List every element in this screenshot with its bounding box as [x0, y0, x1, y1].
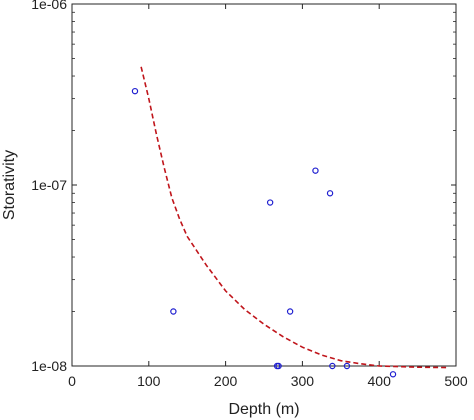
data-point	[326, 190, 334, 197]
x-tick-label: 500	[444, 373, 468, 389]
x-tick-label: 200	[214, 373, 238, 389]
y-tick-label: 1e-08	[31, 358, 67, 374]
y-tick-label: 1e-06	[31, 0, 67, 12]
data-point	[389, 371, 397, 378]
plot-area	[71, 3, 457, 367]
y-axis-title: Storativity	[1, 150, 18, 220]
data-point	[286, 308, 294, 315]
y-tick-label: 1e-07	[31, 177, 67, 193]
x-ticks	[71, 4, 457, 366]
y-tick-labels: 1e-08 1e-07 1e-06	[31, 0, 67, 374]
data-point	[343, 362, 351, 370]
data-point	[275, 362, 282, 370]
series-layer	[131, 66, 449, 378]
data-point	[170, 308, 177, 315]
x-tick-labels: 0 100 200 300 400 500	[68, 373, 468, 389]
data-point	[131, 87, 139, 95]
data-point	[329, 362, 336, 370]
x-axis-title: Depth (m)	[228, 401, 299, 418]
x-tick-label: 300	[291, 373, 315, 389]
x-tick-label: 100	[137, 373, 161, 389]
y-ticks	[72, 3, 456, 367]
x-tick-label: 400	[368, 373, 392, 389]
x-tick-label: 0	[68, 373, 76, 389]
data-point	[266, 199, 274, 206]
data-point	[312, 167, 319, 174]
